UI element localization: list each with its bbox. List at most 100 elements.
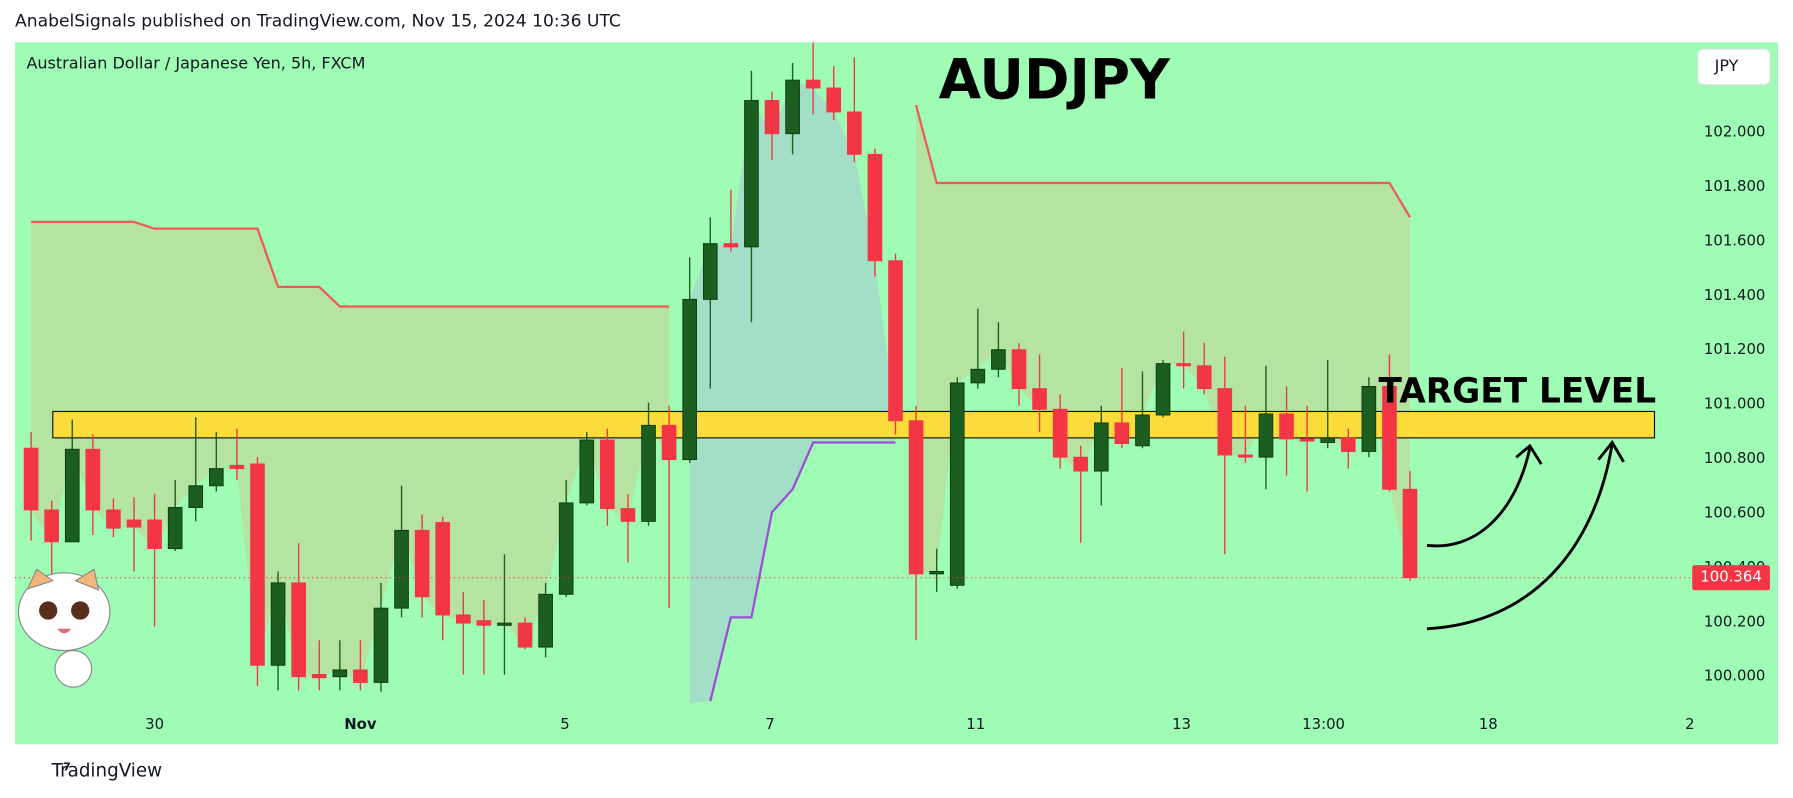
header: AnabelSignals published on TradingView.c… (15, 12, 621, 32)
candle-body (332, 669, 348, 678)
candle-body (188, 485, 204, 508)
candle-body (908, 420, 924, 575)
candle-body (867, 153, 883, 262)
band-fill (916, 105, 1411, 578)
currency-button-label[interactable]: JPY (1714, 56, 1739, 75)
candle-body (1258, 413, 1274, 458)
y-tick-label: 100.800 (1704, 449, 1765, 467)
candle-body (394, 529, 409, 609)
candle-body (1032, 388, 1047, 410)
candle-body (1155, 363, 1171, 416)
candle-body (353, 669, 368, 683)
target-zone (52, 410, 1656, 439)
candle-body (106, 509, 121, 529)
x-tick-label: 5 (560, 715, 569, 733)
x-tick-label: 11 (966, 715, 985, 733)
x-tick-label: 18 (1479, 715, 1498, 733)
candle-body (1011, 349, 1027, 390)
candle-body (682, 298, 698, 461)
candle-body (209, 468, 224, 487)
candle-body (517, 622, 533, 648)
x-tick-label: 30 (145, 715, 164, 733)
candle-body (1217, 388, 1233, 456)
candle-body (1052, 408, 1068, 458)
candle-body (435, 522, 451, 616)
candle-body (147, 519, 162, 550)
y-tick-label: 100.600 (1704, 503, 1765, 521)
candle-body (1196, 365, 1212, 390)
footer-logo: TradingView (51, 761, 163, 782)
candle-body (1320, 437, 1336, 443)
candle-body (723, 243, 739, 248)
candle-body (538, 593, 553, 648)
candle-body (126, 519, 142, 528)
lower-band (709, 441, 896, 702)
x-tick-label: Nov (344, 715, 377, 733)
symbol: Australian Dollar / Japanese Yen, 5h, FX… (26, 54, 365, 73)
y-tick-label: 100.200 (1704, 612, 1765, 630)
mascot (17, 568, 111, 688)
candle-body (1093, 422, 1109, 472)
y-tick-label: 101.800 (1704, 177, 1765, 195)
candle-body (1361, 385, 1377, 452)
candle-body (1382, 385, 1397, 490)
chart-title: AUDJPY (939, 48, 1171, 112)
y-tick-label: 102.000 (1704, 123, 1765, 141)
candle-body (764, 100, 780, 135)
candle-body (1135, 414, 1150, 447)
candle-body (85, 448, 101, 511)
candle-body (579, 439, 595, 504)
candle-body (250, 463, 265, 666)
candle-body (373, 607, 389, 683)
footer-logo-mark: ⁷ (63, 761, 71, 782)
last-price-box (1692, 565, 1770, 591)
candle-body (558, 502, 574, 595)
x-tick-label: 2 (1685, 715, 1694, 733)
currency-button[interactable] (1697, 48, 1771, 86)
target-label: TARGET LEVEL (1378, 372, 1656, 412)
lower-band-fill (689, 80, 896, 704)
candle-body (600, 439, 615, 510)
candle-body (1176, 363, 1191, 367)
candle-body (64, 448, 80, 543)
y-tick-label: 101.200 (1704, 340, 1765, 358)
candle-body (23, 447, 39, 511)
band-fill (31, 221, 670, 683)
candle-body (620, 508, 636, 522)
candle-body (949, 382, 965, 586)
x-tick-label: 13:00 (1302, 715, 1345, 733)
candle-body (270, 582, 286, 666)
plot (15, 42, 1693, 702)
candle-body (826, 87, 842, 113)
candle-body (291, 582, 306, 678)
candle-body (929, 570, 944, 575)
upper-band (31, 220, 670, 308)
candle-body (785, 79, 800, 135)
arrow (1426, 439, 1625, 631)
candle-body (847, 111, 862, 155)
candle-body (44, 509, 59, 543)
candle-body (1402, 488, 1418, 579)
candle-body (641, 424, 656, 522)
y-tick-label: 101.000 (1704, 395, 1765, 413)
candle-body (661, 424, 677, 461)
candle-body (455, 614, 471, 624)
shading (31, 80, 1411, 704)
candle-body (1073, 456, 1089, 472)
candle-body (167, 507, 183, 550)
candle-body (1340, 437, 1356, 452)
candle-body (1279, 413, 1294, 440)
candle-body (476, 620, 492, 626)
candle-body (702, 243, 718, 300)
candle-body (991, 349, 1006, 370)
y-tick-label: 100.000 (1704, 667, 1765, 685)
candle-body (414, 529, 430, 598)
upper-band (914, 104, 1412, 218)
candle-body (805, 79, 821, 89)
candle-body (1238, 454, 1253, 458)
x-tick-label: 7 (765, 715, 774, 733)
candle-body (744, 100, 759, 248)
candle-body (888, 260, 903, 422)
last-price-label: 100.364 (1700, 568, 1761, 586)
